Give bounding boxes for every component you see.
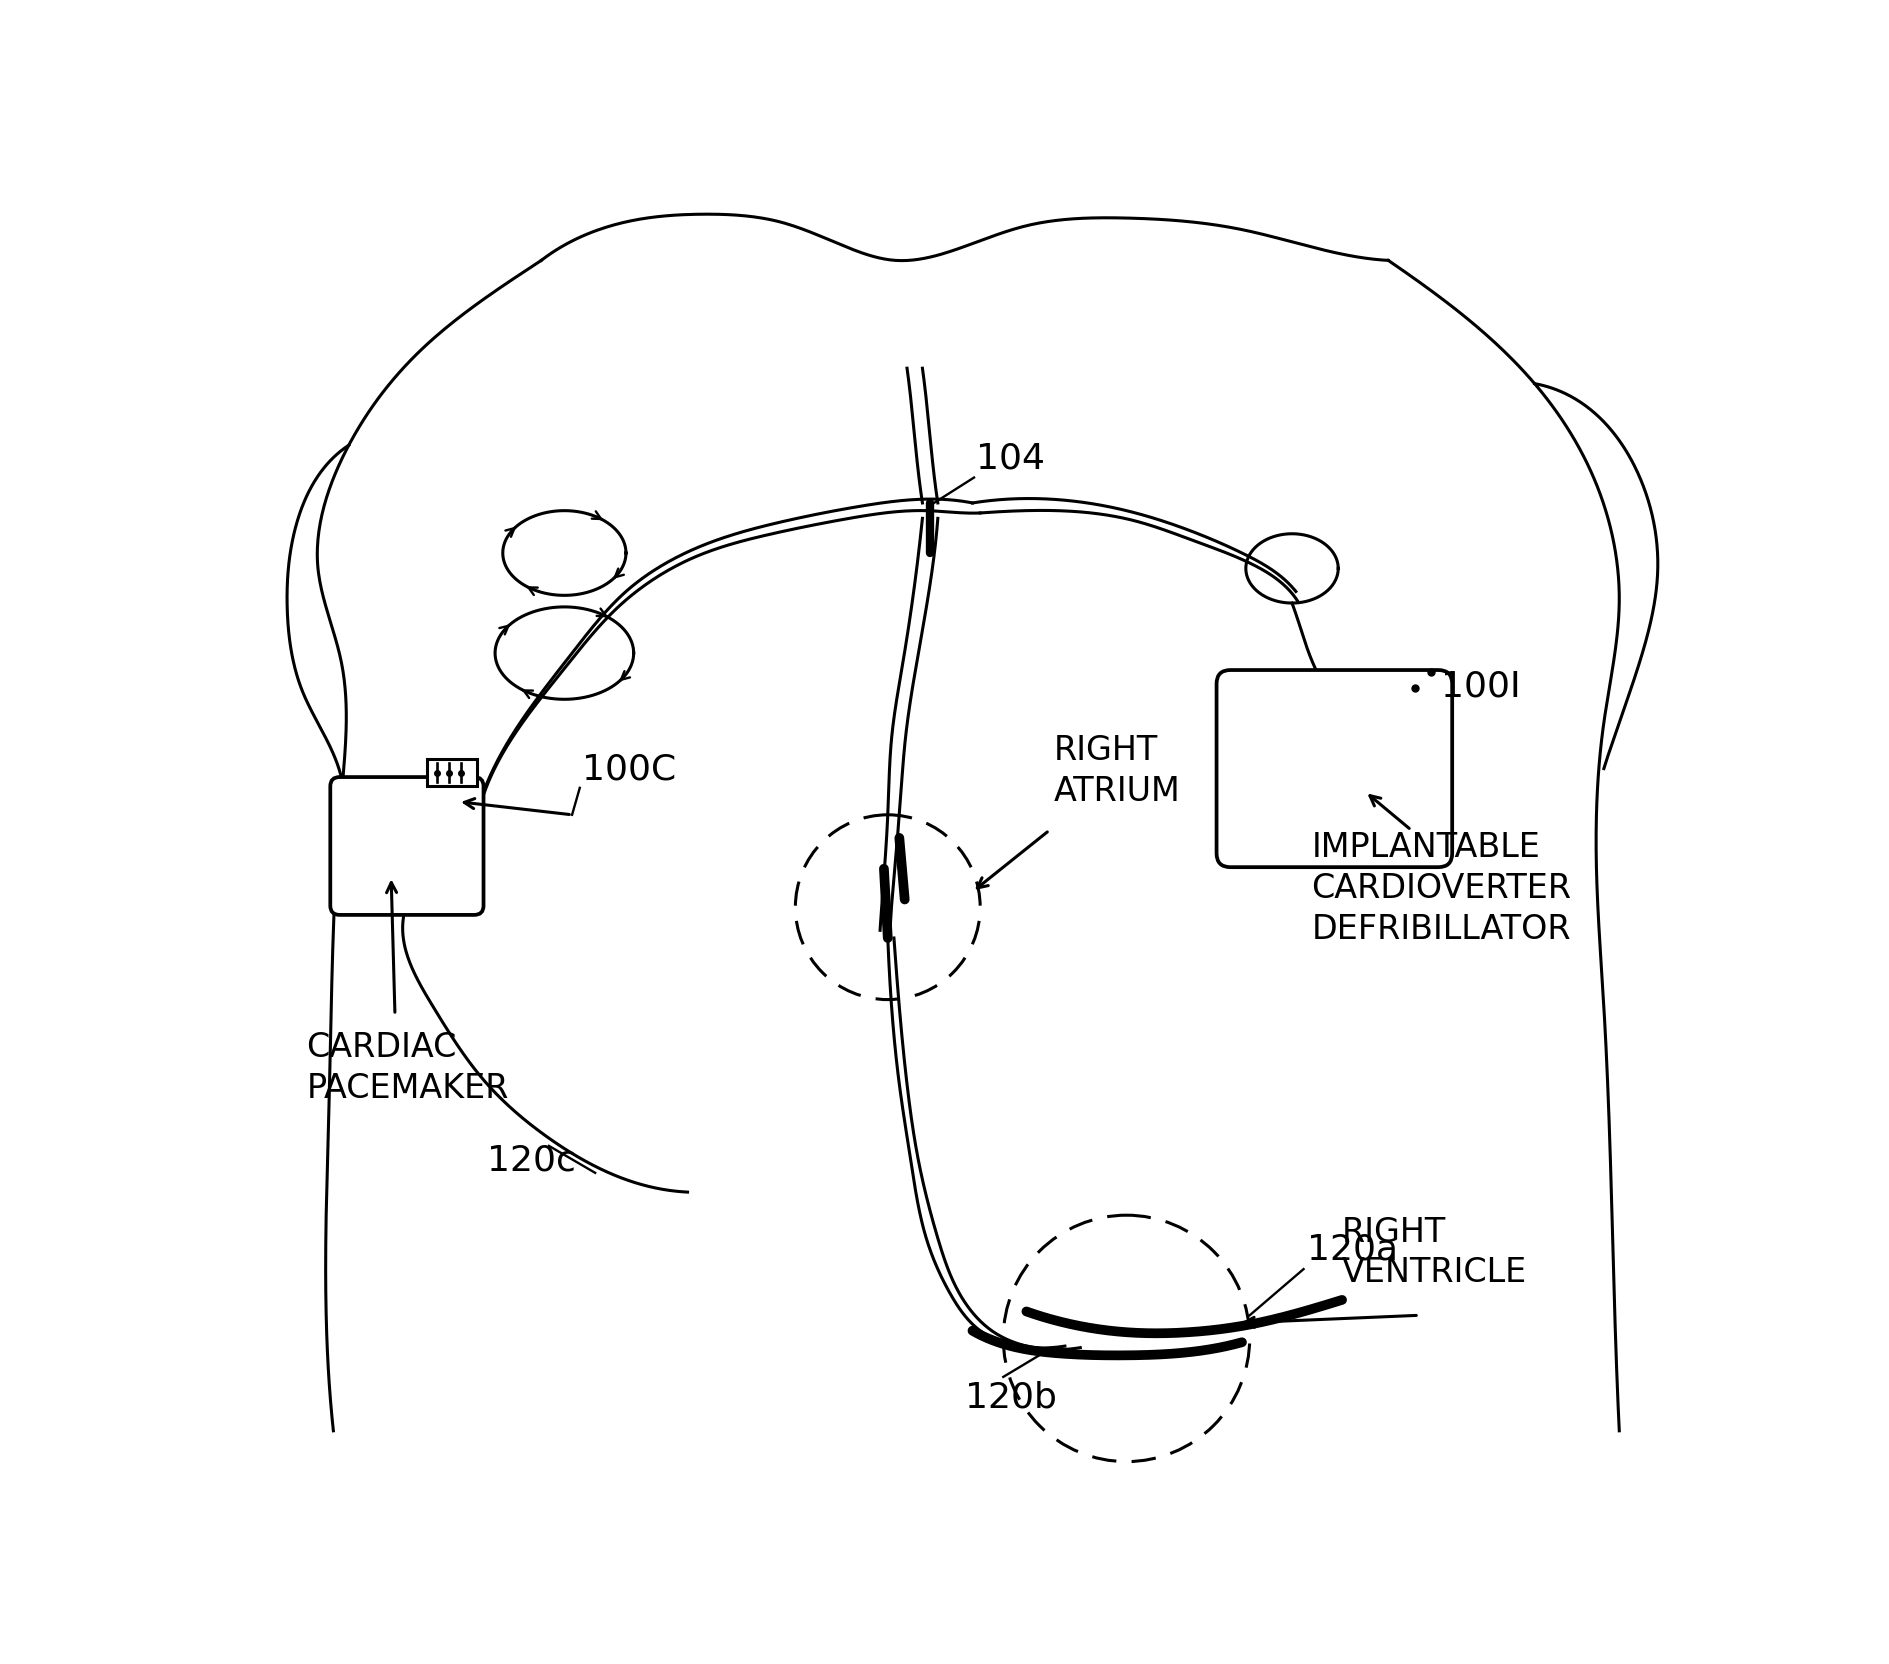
Text: CARDIAC
PACEMAKER: CARDIAC PACEMAKER (306, 1030, 508, 1105)
FancyBboxPatch shape (1217, 671, 1451, 867)
FancyBboxPatch shape (331, 777, 484, 915)
Text: 104: 104 (977, 441, 1045, 476)
Text: 120c: 120c (487, 1143, 576, 1176)
Text: 100C: 100C (582, 752, 676, 785)
Text: 100I: 100I (1439, 669, 1519, 702)
Text: IMPLANTABLE
CARDIOVERTER
DEFRIBILLATOR: IMPLANTABLE CARDIOVERTER DEFRIBILLATOR (1311, 830, 1570, 945)
Text: RIGHT
VENTRICLE: RIGHT VENTRICLE (1341, 1215, 1526, 1288)
FancyBboxPatch shape (427, 760, 478, 787)
Text: 120b: 120b (963, 1379, 1056, 1413)
Text: RIGHT
ATRIUM: RIGHT ATRIUM (1052, 734, 1179, 807)
Text: 120a: 120a (1307, 1231, 1398, 1266)
